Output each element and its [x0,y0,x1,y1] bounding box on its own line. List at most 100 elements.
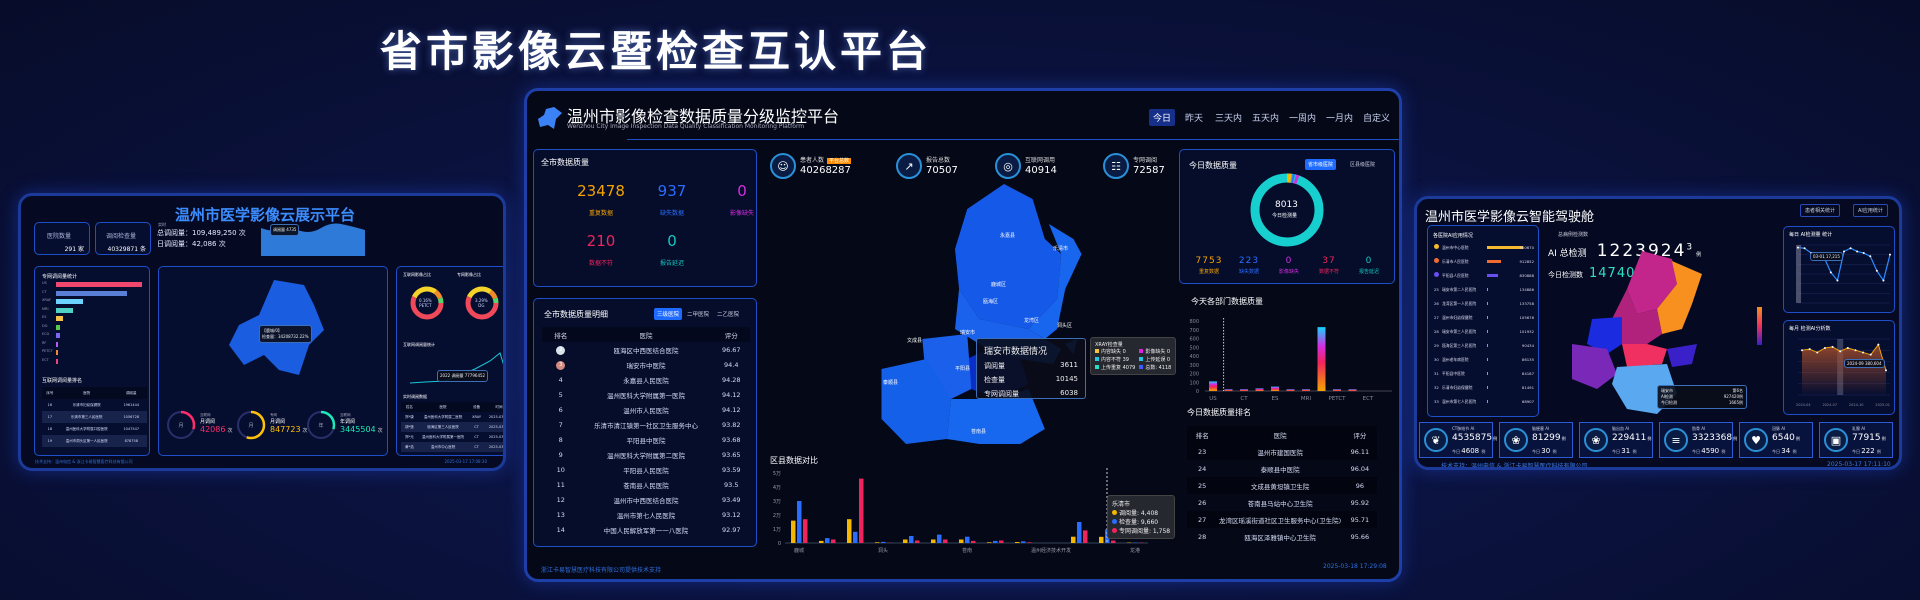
map-region-label[interactable]: 苍南县 [971,429,987,435]
ai-list-item[interactable]: 32 乐清市妇幼保健院 81491 [1432,382,1536,394]
ai-list-item[interactable]: 30 温州老年病医院 86135 [1432,354,1536,366]
daily-line-chart[interactable] [1794,241,1892,311]
table-row[interactable]: 23 温州市建国医院 96.11 [1187,443,1377,460]
quality-label: 重复数据 [588,210,613,217]
bar[interactable] [56,358,58,364]
ai-list-item[interactable]: 25 瑞安市第二人民医院 134886 [1432,284,1536,296]
bar-检查量 [937,534,942,543]
ranking-tab-2[interactable]: 二乙医院 [717,312,740,318]
table-row[interactable]: 2 瓯海区中西医结合医院 96.67 [542,342,750,357]
bar[interactable] [56,316,63,321]
map-region-label[interactable]: 平阳县 [955,366,971,372]
table-row[interactable]: 17 乐清市第三人民医院 1056728 [42,411,147,423]
ai-list-item[interactable]: 26 龙湾区第一人民医院 133758 [1432,298,1536,310]
daily-point [1856,250,1859,253]
dept-bar [1317,327,1326,391]
ai-list-item[interactable]: 31 平阳县中医院 84187 [1432,368,1536,380]
table-row[interactable]: 14 中国人民解放军第一一八医院 92.97 [542,522,750,537]
ai-list-item[interactable]: 28 瑞安市第三人民医院 101932 [1432,326,1536,338]
ai-stats-button[interactable]: AI应用统计 [1853,204,1888,217]
bar[interactable] [56,282,142,287]
monthly-area-chart[interactable] [1794,335,1892,401]
ai-card[interactable]: ❀ 脑出血 AI 229411例 今日 31 例 [1579,422,1653,458]
patient-stats-button[interactable]: 患者相关统计 [1800,204,1841,217]
table-row[interactable]: 7 乐清市清江镇第一社区卫生服务中心 93.82 [542,417,750,432]
bar[interactable] [56,290,127,296]
time-tab-1[interactable]: 昨天 [1185,114,1204,124]
map-region-label[interactable]: 泰顺县 [883,380,899,386]
cell: 11 [556,480,565,489]
table-row[interactable]: 12 温州市中西医结合医院 93.49 [542,492,750,507]
ai-card[interactable]: ≡ 肋骨 AI 3323368例 今日 4590 例 [1659,422,1737,458]
table-row[interactable]: 郑*康 温州医科大学附属二医院 XRAY 2025-03-17 [401,412,503,422]
table-row[interactable]: 18 温州医科大学附属口腔医院 1047547 [42,423,147,435]
quality-tab-0[interactable]: 省市级医院 [1305,159,1337,170]
ranking-tab-0[interactable]: 三级医院 [654,308,683,320]
bar[interactable] [56,341,58,347]
map-region-label[interactable]: 瓯海区 [983,299,999,305]
table-row[interactable]: 3 瑞安市中医院 94.4 [542,357,750,372]
table-row[interactable]: 26 苍南县马站中心卫生院 95.92 [1187,494,1377,511]
bar[interactable] [56,333,61,338]
lungs-icon: ❦ [1424,428,1448,452]
time-tab-6[interactable]: 自定义 [1363,114,1391,124]
bar-label: US [42,281,47,285]
time-tab-4[interactable]: 一周内 [1289,114,1317,124]
table-row[interactable]: 16 乐清市妇幼保健院 1961444 [42,399,147,411]
table-row[interactable]: 13 温州市第七人民医院 93.12 [542,507,750,522]
table-row[interactable]: 11 苍南县人民医院 93.5 [542,477,750,492]
table-row[interactable]: 24 泰顺县中医院 96.04 [1187,460,1377,477]
bar[interactable] [56,307,74,313]
table-row[interactable]: 10 平阳县人民医院 93.59 [542,462,750,477]
ai-list-item[interactable]: 乐清市人民医院 912852 [1432,256,1536,268]
ai-list-item[interactable]: 33 温州市第七人民医院 68907 [1432,396,1536,408]
dept-bar-chart[interactable]: 0 100 200 300 400 500 600 700 800 US CT ES MRI PETCT E… [1177,313,1397,403]
map-region-label[interactable]: 乐清市 [1053,246,1069,252]
time-tab-5[interactable]: 一月内 [1326,114,1354,124]
right-dashboard-preview[interactable]: 温州市医学影像云智能驾驶舱 患者相关统计 AI应用统计 各医院AI应用情况 温州… [1414,196,1902,470]
ai-list-item[interactable]: 27 温州市妇幼保健院 105676 [1432,312,1536,324]
bar[interactable] [56,324,61,330]
table-row[interactable]: 4 永嘉县人民医院 94.28 [542,372,750,387]
map-region-label[interactable]: 永嘉县 [1000,233,1016,239]
ai-list-item[interactable]: 29 瓯海区第三人民医院 90434 [1432,340,1536,352]
table-row[interactable]: 19 温州市洞头区第一人民医院 878758 [42,435,147,447]
table-row[interactable]: 28 瓯海区泽雅镇中心卫生院 95.66 [1187,528,1377,544]
bar[interactable] [56,299,83,304]
table-row[interactable]: 郑*元 温州医科大学附属第一医院 CT 2025-03-17 [401,432,503,442]
ai-card[interactable]: ❀ 脑梗塞 AI 81299例 今日 30 例 [1499,422,1573,458]
left-dashboard-preview[interactable]: 温州市医学影像云展示平台 医院数量 291 家 调阅检查量 40329871 条… [18,193,506,471]
gauges: 月互联网 月调阅 42086 次月专网 月调阅 847723 次年互联网 年调阅 3445504… [165,407,385,447]
bar[interactable] [56,350,58,355]
map-region-label[interactable]: 鹿城区 [991,282,1007,288]
table-row[interactable]: 胡*莲 瓯海区第三人民医院 CT 2025-03-17 [401,422,503,432]
ranking-tab-1[interactable]: 二甲医院 [687,312,710,318]
cell: 95.71 [1350,515,1370,524]
table-row[interactable]: 27 龙湾区瑶溪街道社区卫生服务中心(卫生院) 95.71 [1187,511,1377,528]
wenzhou-map[interactable] [857,179,1102,449]
ai-card[interactable]: ▣ 乳腺 AI 77915例 今日 222 例 [1819,422,1893,458]
time-tab-0[interactable]: 今日 [1149,109,1176,126]
quality-tab-1[interactable]: 区县级医院 [1350,162,1376,168]
map-region-label[interactable]: 洞头区 [1057,323,1073,329]
table-row[interactable]: 25 文成县黄坦镇卫生院 96 [1187,477,1377,494]
map-region-label[interactable]: 文成县 [907,338,923,344]
table-row[interactable]: 黄*浩 温州市中心医院 CT 2025-03-17 [401,442,503,452]
time-tab-2[interactable]: 三天内 [1215,114,1243,124]
gauge-value: 42086 次 [200,425,233,434]
map-region-label[interactable]: 龙湾区 [1024,318,1040,324]
table-row[interactable]: 8 平阳县中医院 93.68 [542,432,750,447]
ai-list-item[interactable]: 温州市中心医院 960670 [1432,242,1536,254]
cell: 4 [558,375,563,384]
map-region-label[interactable]: 瑞安市 [960,330,976,336]
ai-card[interactable]: ♥ 冠脉 AI 6540例 今日 34 例 [1739,422,1813,458]
today-value: 0 [1285,256,1293,266]
ai-list-item[interactable]: 平阳县人民医院 830888 [1432,270,1536,282]
table-row[interactable]: 5 温州医科大学附属第一医院 94.12 [542,387,750,402]
time-tab-3[interactable]: 五天内 [1252,114,1280,124]
hospital-count-card: 医院数量 291 家 [34,222,90,255]
table-row[interactable]: 9 温州医科大学附属第二医院 93.65 [542,447,750,462]
table-row[interactable]: 6 温州市人民医院 94.12 [542,402,750,417]
ai-card[interactable]: ❦ CT肺结节 AI 4535875例 今日 4608 例 [1419,422,1497,458]
